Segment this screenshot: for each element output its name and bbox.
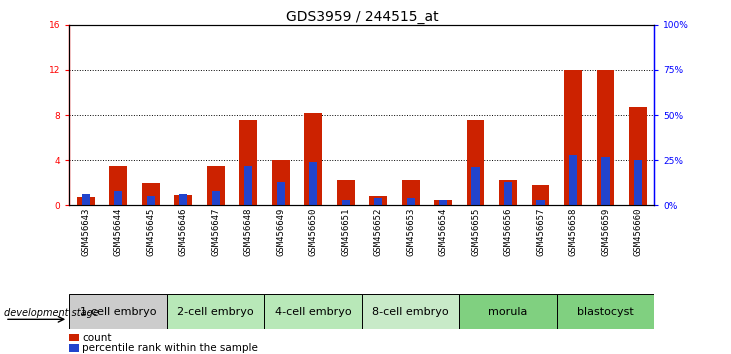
Bar: [265, 294, 362, 329]
Text: GSM456660: GSM456660: [634, 207, 643, 256]
Text: percentile rank within the sample: percentile rank within the sample: [83, 343, 258, 353]
Bar: [406, 198, 414, 205]
Bar: [304, 113, 322, 205]
Bar: [272, 160, 289, 205]
Bar: [167, 294, 265, 329]
Bar: [362, 294, 459, 329]
Text: count: count: [83, 332, 112, 343]
Bar: [82, 194, 90, 205]
Bar: [459, 294, 557, 329]
Bar: [147, 196, 155, 205]
Bar: [341, 200, 349, 205]
Bar: [499, 181, 517, 205]
Bar: [564, 70, 582, 205]
Bar: [504, 182, 512, 205]
Bar: [401, 181, 420, 205]
Text: GSM456654: GSM456654: [439, 207, 447, 256]
Bar: [634, 160, 642, 205]
Bar: [537, 200, 545, 205]
Text: 4-cell embryo: 4-cell embryo: [275, 307, 352, 316]
Text: GSM456651: GSM456651: [341, 207, 350, 256]
Bar: [374, 198, 382, 205]
Text: morula: morula: [488, 307, 528, 316]
Bar: [276, 182, 284, 205]
Bar: [471, 167, 480, 205]
Bar: [557, 294, 654, 329]
Bar: [207, 166, 224, 205]
Text: GSM456648: GSM456648: [243, 207, 253, 256]
Bar: [369, 196, 387, 205]
Bar: [244, 166, 252, 205]
Bar: [466, 120, 485, 205]
Bar: [569, 155, 577, 205]
Bar: [179, 194, 187, 205]
Bar: [629, 107, 647, 205]
Text: GSM456653: GSM456653: [406, 207, 415, 256]
Text: GSM456659: GSM456659: [601, 207, 610, 256]
Bar: [531, 185, 550, 205]
Text: 2-cell embryo: 2-cell embryo: [178, 307, 254, 316]
Text: GSM456644: GSM456644: [114, 207, 123, 256]
Text: GSM456650: GSM456650: [308, 207, 317, 256]
Bar: [239, 120, 257, 205]
Bar: [434, 200, 452, 205]
Text: GSM456646: GSM456646: [178, 207, 188, 256]
Bar: [77, 198, 94, 205]
Text: GSM456657: GSM456657: [536, 207, 545, 256]
Bar: [114, 191, 122, 205]
Bar: [602, 156, 610, 205]
Bar: [69, 344, 79, 352]
Text: development stage: development stage: [4, 308, 99, 318]
Text: GSM456652: GSM456652: [374, 207, 382, 256]
Bar: [109, 166, 127, 205]
Bar: [69, 294, 167, 329]
Text: GSM456655: GSM456655: [471, 207, 480, 256]
Text: blastocyst: blastocyst: [577, 307, 634, 316]
Bar: [596, 70, 615, 205]
Text: 1-cell embryo: 1-cell embryo: [80, 307, 156, 316]
Text: GSM456649: GSM456649: [276, 207, 285, 256]
Text: GSM456658: GSM456658: [569, 207, 577, 256]
Text: GSM456656: GSM456656: [504, 207, 512, 256]
Bar: [211, 191, 220, 205]
Title: GDS3959 / 244515_at: GDS3959 / 244515_at: [286, 10, 438, 24]
Bar: [337, 181, 355, 205]
Text: GSM456647: GSM456647: [211, 207, 220, 256]
Bar: [309, 162, 317, 205]
Bar: [439, 200, 447, 205]
Bar: [174, 195, 192, 205]
Text: GSM456643: GSM456643: [81, 207, 90, 256]
Bar: [142, 183, 159, 205]
Bar: [69, 334, 79, 341]
Text: GSM456645: GSM456645: [146, 207, 155, 256]
Text: 8-cell embryo: 8-cell embryo: [372, 307, 449, 316]
